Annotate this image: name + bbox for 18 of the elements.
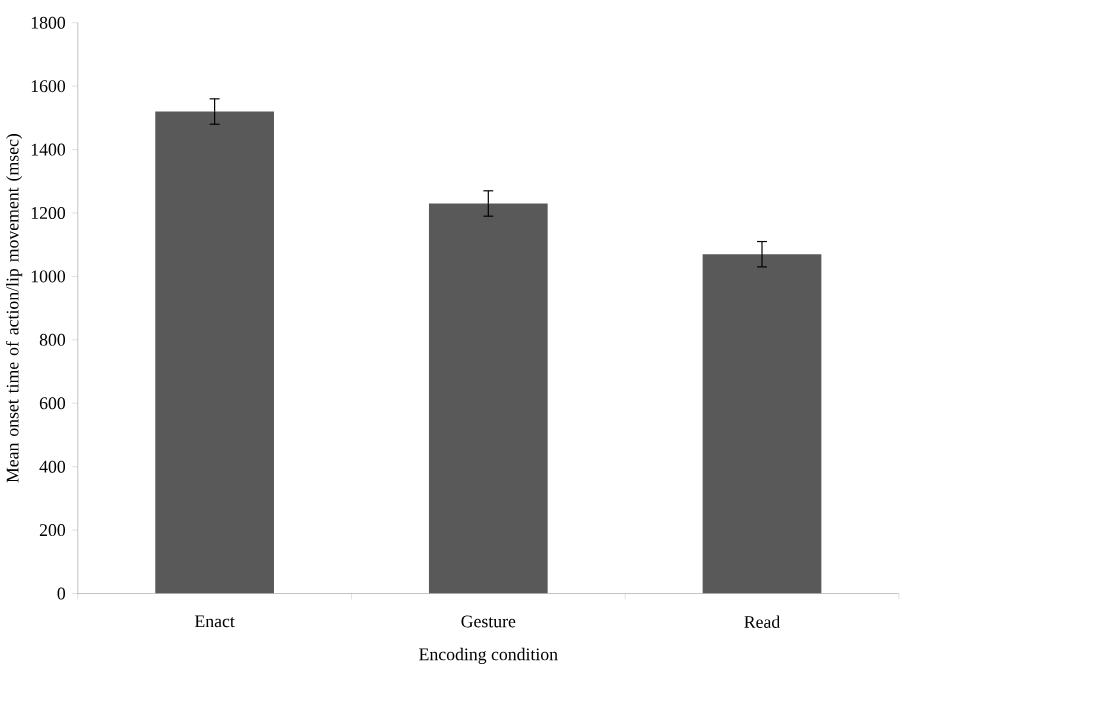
bar <box>428 203 548 594</box>
y-tick-label: 800 <box>39 333 66 346</box>
x-tick-label: Enact <box>194 615 235 628</box>
y-tick-label: 1200 <box>31 206 66 219</box>
bar <box>702 254 822 594</box>
y-axis-title: Mean onset time of action/lip movement (msec) <box>5 133 23 483</box>
x-tick-label: Gesture <box>461 615 516 628</box>
y-tick-label: 200 <box>39 523 66 536</box>
y-tick-label: 1400 <box>31 143 66 156</box>
y-tick-label: 600 <box>39 397 66 410</box>
y-tick-label: 0 <box>57 587 66 600</box>
y-tick-label: 1000 <box>31 270 66 283</box>
y-tick-label: 400 <box>39 460 66 473</box>
x-tick-label: Read <box>744 615 781 628</box>
y-tick-label: 1800 <box>31 16 66 29</box>
bar <box>155 111 274 594</box>
x-axis-title: Encoding condition <box>419 647 558 664</box>
y-tick-label: 1600 <box>31 80 66 92</box>
